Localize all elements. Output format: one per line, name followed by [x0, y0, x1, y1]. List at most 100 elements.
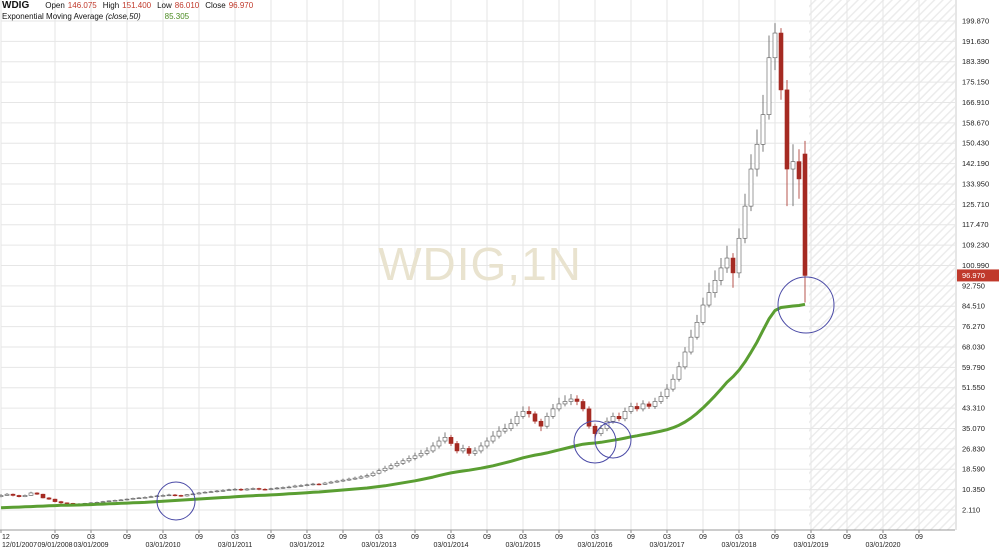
- candle-body: [418, 453, 424, 457]
- y-tick-label: 43.310: [962, 404, 985, 413]
- candle-body: [214, 490, 220, 493]
- candle-body: [358, 476, 364, 479]
- candle-body: [310, 483, 316, 486]
- x-tick-label: 03: [87, 534, 95, 541]
- candle-body: [412, 455, 418, 459]
- y-tick-label: 68.030: [962, 342, 985, 351]
- candle-body: [100, 501, 106, 503]
- y-tick-label: 183.390: [962, 57, 989, 66]
- candle-body: [736, 237, 742, 274]
- candle-body: [652, 401, 658, 407]
- x-tick-label: 03: [879, 534, 887, 541]
- candle-body: [178, 495, 184, 497]
- y-tick-label: 59.790: [962, 363, 985, 372]
- ema-header: Exponential Moving Average (close,50) 85.…: [2, 11, 259, 22]
- x-date-label: 03/01/2010: [145, 542, 180, 548]
- candle-body: [190, 493, 196, 496]
- x-tick-label: 03: [375, 534, 383, 541]
- candle-body: [202, 491, 208, 494]
- y-tick-label: 100.990: [962, 261, 989, 270]
- y-tick-label: 10.350: [962, 485, 985, 494]
- candle-body: [634, 406, 640, 410]
- candle-body: [394, 462, 400, 467]
- candle-body: [0, 495, 4, 497]
- x-tick-label: 03: [303, 534, 311, 541]
- field-label: Close: [205, 1, 226, 10]
- x-date-label: 03/01/2012: [289, 542, 324, 548]
- candle-body: [442, 437, 448, 442]
- candle-body: [388, 465, 394, 469]
- field-label: Open: [45, 1, 65, 10]
- field-value: 86.010: [174, 1, 200, 10]
- ema-value: 85.305: [164, 12, 190, 21]
- y-tick-label: 2.110: [962, 505, 980, 514]
- candle-body: [622, 411, 628, 420]
- field-value: 146.075: [67, 1, 97, 10]
- candle-body: [460, 448, 466, 452]
- candle-body: [376, 470, 382, 474]
- candle-body: [508, 423, 514, 429]
- y-tick-label: 166.910: [962, 98, 989, 107]
- x-tick-label: 03: [447, 534, 455, 541]
- candle-body: [730, 257, 736, 274]
- x-tick-label: 09: [555, 534, 563, 541]
- candle-body: [532, 413, 538, 422]
- candle-body: [130, 498, 136, 500]
- candle-body: [538, 420, 544, 427]
- candle-body: [118, 499, 124, 501]
- candle-body: [646, 403, 652, 407]
- candle-body: [592, 425, 598, 434]
- candle-body: [682, 351, 688, 368]
- y-tick-label: 150.430: [962, 139, 989, 148]
- y-tick-label: 199.870: [962, 16, 989, 25]
- y-tick-label: 175.150: [962, 78, 989, 87]
- candle-body: [280, 487, 286, 489]
- candle-body: [4, 493, 10, 496]
- y-tick-label: 133.950: [962, 179, 989, 188]
- candle-body: [208, 491, 214, 493]
- candle-body: [352, 477, 358, 480]
- candle-body: [160, 495, 166, 497]
- candle-body: [364, 475, 370, 478]
- x-tick-label: 03: [663, 534, 671, 541]
- candle-body: [556, 403, 562, 410]
- x-date-label: 03/01/2019: [793, 542, 828, 548]
- candle-body: [478, 445, 484, 452]
- annotation-circle: [594, 421, 632, 459]
- candle-body: [298, 485, 304, 487]
- candle-body: [520, 411, 526, 417]
- x-tick-label: 09: [267, 534, 275, 541]
- candle-body: [466, 448, 472, 454]
- last-price-tag: [957, 269, 999, 282]
- candle-body: [664, 388, 670, 397]
- candle-body: [340, 479, 346, 482]
- candle-body: [586, 408, 592, 427]
- candle-body: [610, 416, 616, 422]
- x-tick-label: 09: [771, 534, 779, 541]
- candle-body: [304, 484, 310, 486]
- candle-body: [58, 501, 64, 504]
- candle-body: [676, 366, 682, 380]
- x-date-label: 03/01/2011: [218, 542, 253, 548]
- annotation-circle: [156, 481, 196, 521]
- candle-body: [334, 480, 340, 483]
- candle-body: [778, 32, 784, 91]
- candle-body: [436, 440, 442, 447]
- candle-body: [670, 378, 676, 390]
- candle-body: [274, 487, 280, 490]
- candle-body: [772, 32, 778, 59]
- field-value: 96.970: [228, 1, 254, 10]
- y-tick-label: 76.270: [962, 322, 985, 331]
- candle-body: [244, 488, 250, 491]
- x-tick-label: 09: [843, 534, 851, 541]
- y-tick-label: 191.630: [962, 37, 989, 46]
- x-date-label: 03/01/2016: [577, 542, 612, 548]
- x-date-label: 03/01/2014: [433, 542, 468, 548]
- x-tick-label: 03: [159, 534, 167, 541]
- field-label: High: [102, 1, 120, 10]
- y-tick-label: 18.590: [962, 465, 985, 474]
- candle-body: [226, 489, 232, 491]
- candle-body: [754, 144, 760, 170]
- y-tick-label: 84.510: [962, 302, 985, 311]
